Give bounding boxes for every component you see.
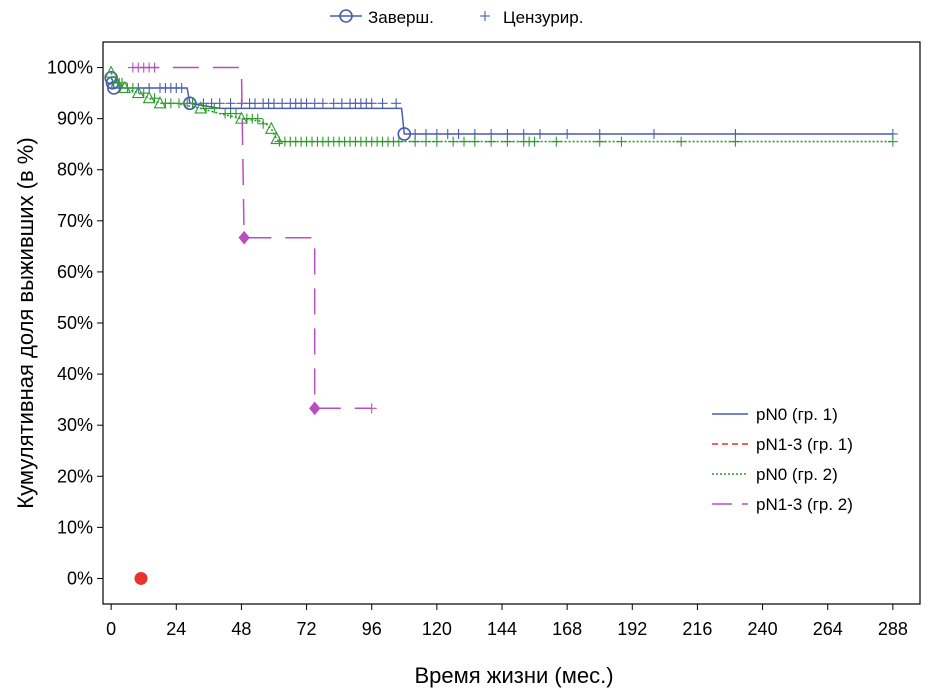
censored-point <box>366 98 377 109</box>
x-tick-label: 168 <box>552 619 582 639</box>
censored-point <box>187 98 198 109</box>
y-axis: 0% 10% 20% 30% 40% 50% 60% 70% 80% 90% 100% <box>47 58 103 588</box>
censored-point <box>453 128 464 139</box>
legend-complete-marker <box>339 9 353 23</box>
censored-point <box>486 136 497 147</box>
x-tick-label: 240 <box>748 619 778 639</box>
censored-point <box>176 82 187 93</box>
censored-point <box>117 77 127 88</box>
plot-area <box>104 62 898 585</box>
censored-point <box>127 82 138 93</box>
y-tick-label: 80% <box>57 160 93 180</box>
y-tick-label: 100% <box>47 58 93 78</box>
series-line <box>132 66 372 410</box>
event-point <box>153 96 167 109</box>
y-tick-label: 60% <box>57 262 93 282</box>
censored-point <box>676 136 687 147</box>
censored-point <box>252 113 263 124</box>
x-tick-label: 120 <box>422 619 452 639</box>
series-1 <box>104 70 898 141</box>
event-point <box>238 230 250 245</box>
censored-point <box>887 136 898 147</box>
censored-point <box>562 128 573 139</box>
censored-point <box>459 136 469 147</box>
censored-point <box>209 103 220 114</box>
series-2 <box>134 571 148 585</box>
y-tick-label: 0% <box>67 568 93 588</box>
censored-point <box>391 98 402 109</box>
censored-point <box>594 136 605 147</box>
censored-point <box>616 136 627 147</box>
censored-point <box>225 98 236 109</box>
censored-point <box>231 108 241 119</box>
y-tick-label: 70% <box>57 211 93 231</box>
plot-frame <box>102 41 921 605</box>
censored-point <box>469 136 480 147</box>
censored-point <box>149 62 160 73</box>
censored-point <box>448 136 459 147</box>
x-tick-label: 288 <box>878 619 908 639</box>
x-tick-label: 0 <box>106 619 116 639</box>
y-tick-label: 20% <box>57 466 93 486</box>
legend-censored-marker <box>480 11 490 21</box>
censored-point <box>730 136 741 147</box>
x-tick-label: 216 <box>682 619 712 639</box>
x-tick-label: 96 <box>362 619 382 639</box>
x-tick-label: 72 <box>297 619 317 639</box>
event-point <box>134 571 148 585</box>
censored-point <box>258 118 269 129</box>
censored-point <box>393 136 404 147</box>
censored-point <box>551 136 562 147</box>
series-3 <box>104 65 898 147</box>
x-axis-title: Время жизни (мес.) <box>414 663 613 688</box>
censored-point <box>377 98 388 109</box>
y-tick-label: 50% <box>57 313 93 333</box>
series-line <box>110 77 893 135</box>
legend-label-4: pN1-3 (гр. 2) <box>756 495 853 514</box>
censored-point <box>502 136 513 147</box>
event-point <box>194 101 208 114</box>
censored-point <box>649 128 659 139</box>
event-point <box>309 401 321 416</box>
x-tick-label: 144 <box>487 619 517 639</box>
censored-point <box>442 128 453 139</box>
legend-label-3: pN0 (гр. 2) <box>756 465 838 484</box>
x-tick-label: 48 <box>231 619 251 639</box>
event-point <box>131 85 145 99</box>
x-tick-label: 192 <box>617 619 647 639</box>
series-line <box>110 72 893 143</box>
series-legend: pN0 (гр. 1) pN1-3 (гр. 1) pN0 (гр. 2) pN1-3… <box>712 405 853 514</box>
y-tick-label: 10% <box>57 517 93 537</box>
censored-point <box>366 403 377 414</box>
series-4 <box>127 62 377 416</box>
legend-label-2: pN1-3 (гр. 1) <box>756 435 853 454</box>
censored-point <box>214 98 225 109</box>
censored-point <box>535 128 545 139</box>
legend-label-1: pN0 (гр. 1) <box>756 405 838 424</box>
x-tick-label: 264 <box>813 619 843 639</box>
marker-legend: Заверш. Цензурир. <box>330 8 583 27</box>
censored-point <box>317 98 328 109</box>
legend-complete-label: Заверш. <box>368 8 434 27</box>
event-point <box>235 111 248 124</box>
event-point <box>104 65 118 78</box>
x-axis: 0 24 48 72 96 120 144 168 192 216 240 264 288 <box>106 604 908 639</box>
y-axis-title: Кумулятивная доля выживших (в %) <box>13 137 38 508</box>
event-point <box>142 91 156 104</box>
event-point <box>264 121 278 134</box>
y-tick-label: 90% <box>57 109 93 129</box>
legend-censored-label: Цензурир. <box>503 8 583 27</box>
x-tick-label: 24 <box>166 619 186 639</box>
censored-point <box>529 136 540 147</box>
censored-point <box>138 88 149 99</box>
censored-point <box>421 136 431 147</box>
censored-point <box>431 136 442 147</box>
censored-point <box>149 93 160 104</box>
y-tick-label: 40% <box>57 364 93 384</box>
censored-point <box>410 136 421 147</box>
y-tick-label: 30% <box>57 415 93 435</box>
